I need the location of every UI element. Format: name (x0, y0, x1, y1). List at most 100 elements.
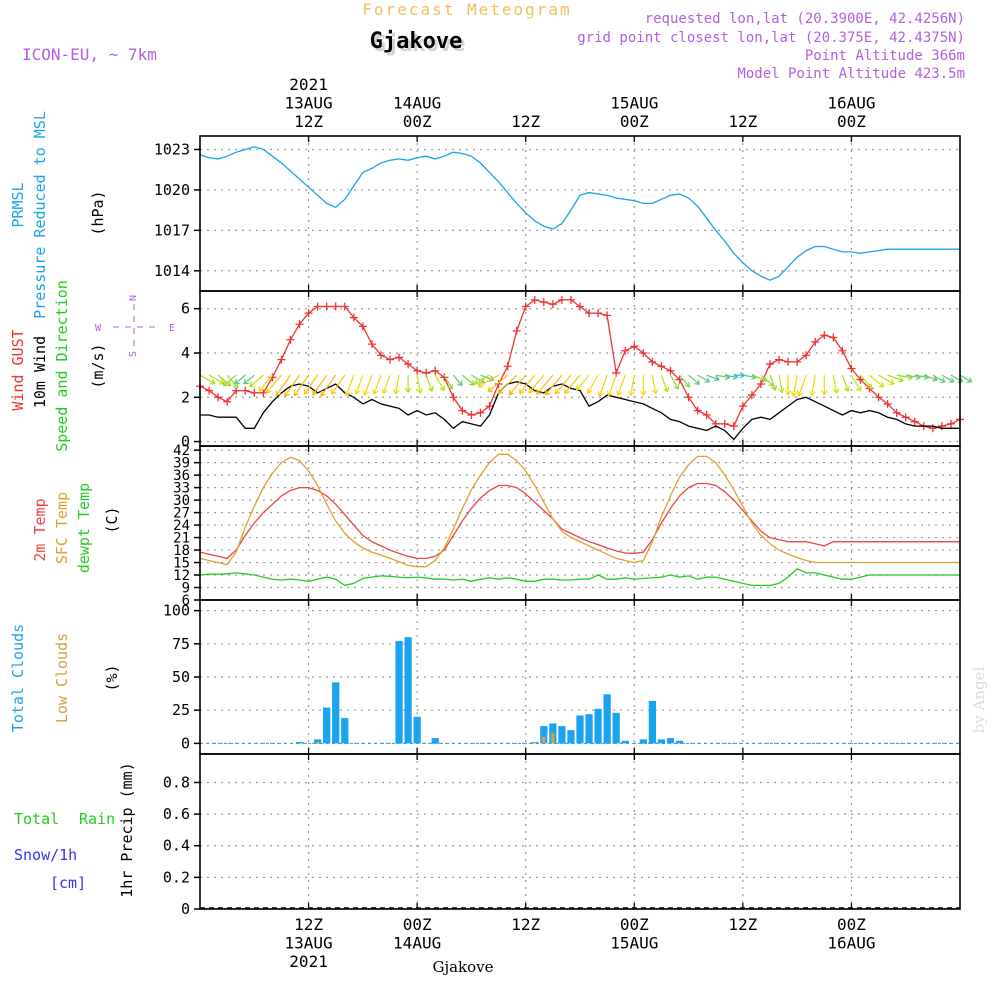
wind-arrow (395, 375, 400, 394)
wind-arrow-head (393, 389, 400, 395)
gust-marker (331, 302, 340, 311)
hpa-label: (hPa) (89, 190, 107, 235)
gust-marker (576, 302, 584, 311)
top-time-label: 12Z (511, 112, 540, 131)
wind-arrow-head (447, 383, 454, 390)
gust-marker (214, 393, 223, 402)
total-cloud-bar (585, 714, 593, 744)
wind-arrow (905, 374, 921, 379)
wind-arrow (715, 374, 730, 379)
wind-arrow-head (477, 382, 484, 388)
gust-marker (720, 419, 729, 428)
wind-arrow (452, 374, 463, 386)
wind-arrow (258, 374, 273, 392)
gust-marker (793, 357, 802, 366)
requested-coords: requested lon,lat (20.3900E, 42.4256N) (645, 11, 965, 27)
bottom-time-label: 00Z (620, 915, 649, 934)
gust-marker (657, 362, 666, 371)
ytick-label: 0 (181, 734, 190, 752)
gust-marker (621, 346, 630, 355)
wind-arrow (554, 374, 572, 395)
gust-marker (205, 386, 214, 395)
gust-marker (512, 326, 521, 335)
wind-arrow (536, 374, 554, 395)
wind-arrow (706, 374, 720, 381)
gust-marker (729, 422, 738, 431)
gust-marker (901, 413, 910, 422)
wind-arrow-head (651, 389, 659, 395)
wind-arrow (798, 374, 807, 397)
total-cloud-bar (395, 641, 403, 744)
wind-arrow-head (898, 376, 904, 383)
gust-marker (648, 357, 657, 366)
ytick-label: 1023 (154, 140, 190, 158)
gust-marker (639, 349, 648, 357)
wind-arrow-head (809, 390, 816, 397)
ytick-label: 15 (173, 556, 190, 572)
gust-marker (684, 393, 693, 402)
gust-marker (286, 335, 295, 344)
gust-marker (322, 302, 331, 311)
wind-arrow-head (508, 389, 515, 396)
gust-marker (476, 408, 485, 417)
wind-arrow (223, 374, 237, 387)
gust-marker (313, 302, 322, 311)
ytick-label: 39 (173, 456, 190, 472)
wind-arrow (841, 374, 849, 392)
gust-marker (431, 366, 440, 375)
wind-arrow (416, 375, 421, 394)
gust-marker (802, 351, 811, 360)
side-labels: PRMSL Pressure Reduced to MSL (hPa) Wind… (9, 111, 136, 898)
wind-arrow (923, 374, 938, 381)
gust-marker (340, 302, 349, 311)
wind-arrow (474, 374, 490, 385)
total-cloud-bar (295, 742, 304, 744)
rain-label: Rain (79, 810, 115, 828)
footer-location: Gjakove (432, 958, 493, 976)
ytick-label: 75 (172, 635, 190, 653)
low-cloud-bar (533, 742, 537, 744)
wind-arrow-head (439, 385, 445, 392)
wind-arrow-head (487, 386, 494, 393)
series-line-prmsl (200, 146, 960, 281)
wind-arrow-head (497, 388, 504, 395)
top-time-label: 15AUG (610, 94, 658, 113)
wind-arrow (443, 374, 453, 390)
gust-marker (386, 355, 394, 364)
wind-arrow (544, 374, 563, 396)
wind-arrow-head (843, 386, 850, 392)
gust-marker (277, 355, 286, 364)
ms-label: (m/s) (89, 343, 107, 388)
wind-arrow (487, 374, 509, 393)
wind-arrow (660, 374, 669, 393)
total-cloud-bar (404, 637, 412, 744)
gust-marker (766, 360, 774, 369)
gust-marker (250, 388, 259, 397)
total-clouds-label: Total Clouds (9, 624, 27, 732)
total-cloud-bar (323, 707, 331, 744)
wind-arrow (249, 374, 264, 388)
wind-arrow (832, 375, 838, 394)
wind-arrow-head (575, 385, 582, 391)
low-cloud-bar (551, 732, 555, 744)
ytick-label: 1017 (154, 221, 190, 239)
wind-arrow-head (354, 389, 361, 395)
pressure-msl-label: Pressure Reduced to MSL (31, 111, 49, 319)
ytick-label: 9 (182, 581, 190, 597)
wind-arrow-head (855, 386, 862, 392)
ytick-label: 2 (181, 388, 190, 406)
wind-arrow-head (249, 381, 255, 388)
wind-arrow (564, 374, 581, 394)
gust-marker (440, 373, 449, 382)
gust-marker (367, 340, 376, 349)
gust-marker (675, 375, 684, 384)
wind-arrow (769, 374, 777, 391)
compass-e: E (169, 323, 175, 334)
gust-marker (395, 353, 404, 362)
total-cloud-bar (341, 718, 349, 744)
wind-arrow-head (790, 391, 798, 397)
gust-marker (304, 309, 313, 318)
wind-arrow (941, 374, 954, 383)
wind-arrow-head (564, 388, 570, 394)
